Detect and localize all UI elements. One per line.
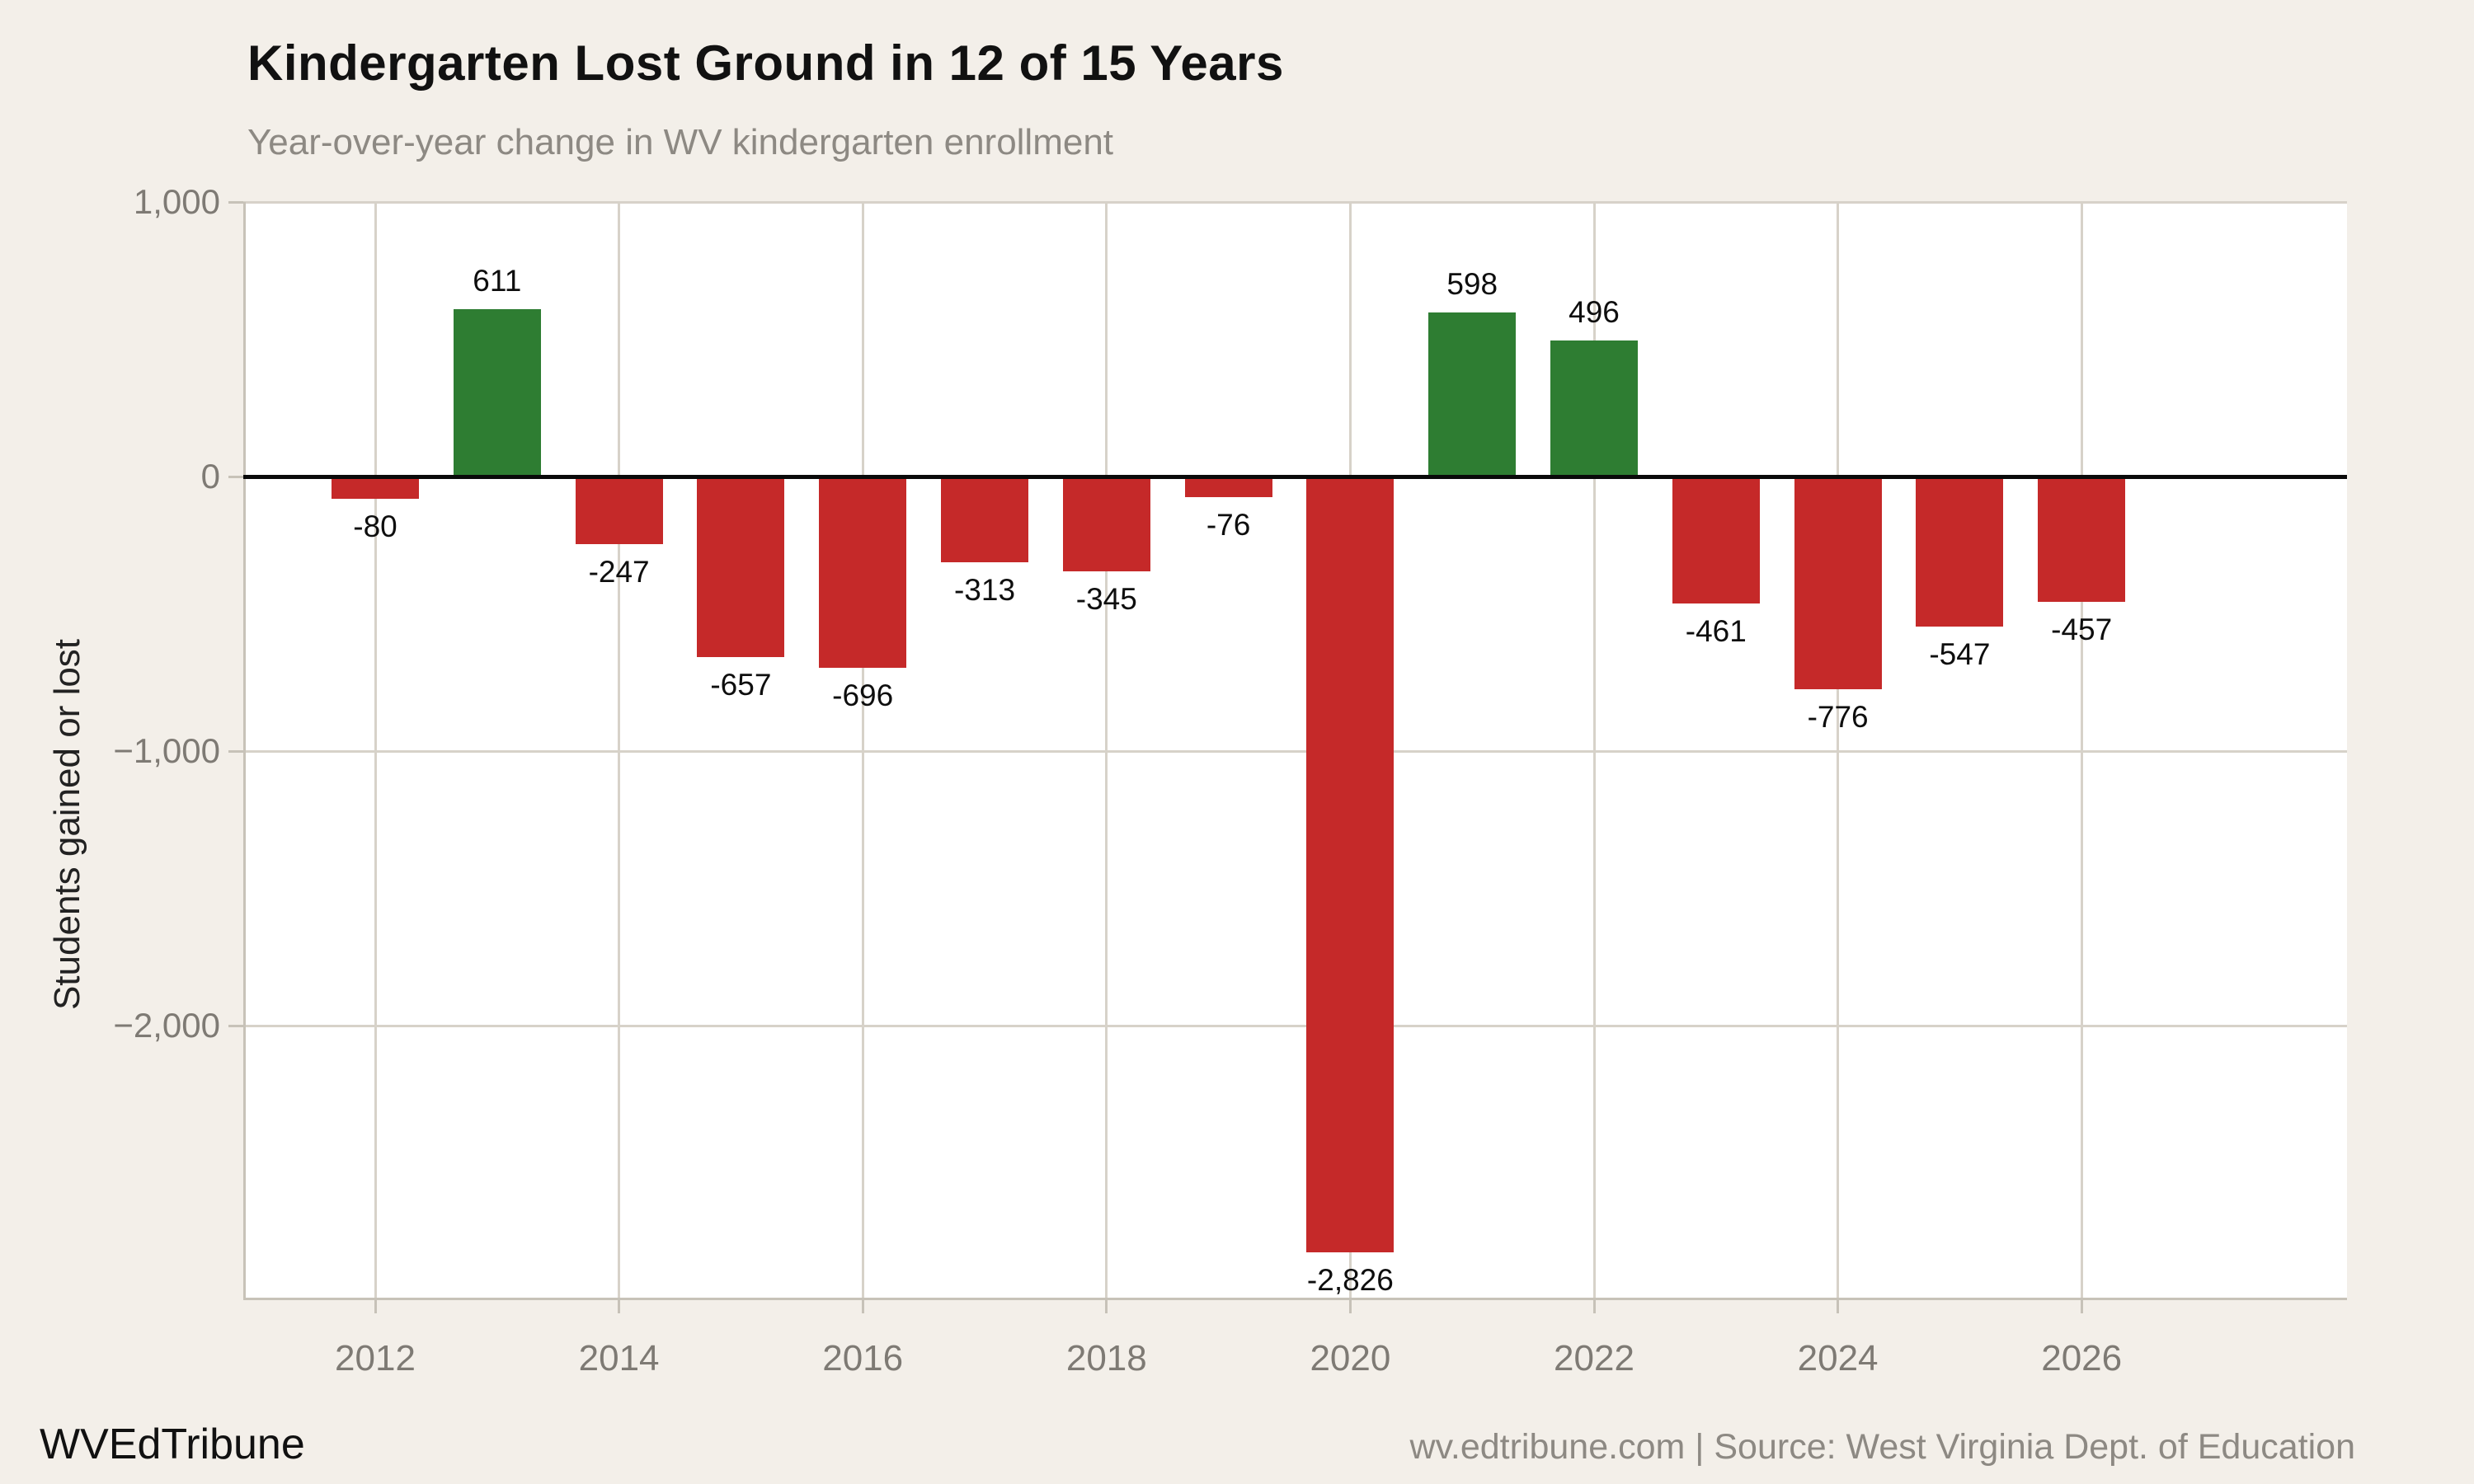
x-tick-label-2020: 2020 xyxy=(1310,1338,1391,1378)
x-gridline-2024 xyxy=(1837,202,1840,1300)
x-axis-line xyxy=(243,1298,2347,1300)
bar-2017 xyxy=(941,477,1028,563)
x-tick-label-2026: 2026 xyxy=(2041,1338,2123,1378)
chart-subtitle: Year-over-year change in WV kindergarten… xyxy=(247,122,1114,162)
bar-2016 xyxy=(819,477,907,668)
brand-logo-text: WVEdTribune xyxy=(40,1421,305,1468)
x-tick-2016 xyxy=(861,1300,864,1313)
bar-label-2025: -547 xyxy=(1929,637,1991,672)
y-axis-title: Students gained or lost xyxy=(47,638,87,1011)
y-tick-label-0: 0 xyxy=(200,457,220,495)
bar-label-2021: 598 xyxy=(1446,266,1498,301)
x-tick-label-2016: 2016 xyxy=(822,1338,904,1378)
x-tick-label-2018: 2018 xyxy=(1065,1338,1147,1378)
bar-label-2026: -457 xyxy=(2051,613,2113,647)
y-axis-line xyxy=(243,202,246,1300)
plot-area: -80 611 -247 -657 -696 -313 -345 -76 -2,826 598 49… xyxy=(243,200,2347,1300)
x-tick-label-2024: 2024 xyxy=(1797,1338,1879,1378)
x-tick-2014 xyxy=(618,1300,621,1313)
x-gridline-2016 xyxy=(861,202,864,1300)
x-tick-2024 xyxy=(1837,1300,1840,1313)
bar-label-2024: -776 xyxy=(1807,700,1869,735)
y-tick-label--1000: −1,000 xyxy=(113,731,220,770)
bar-label-2020: -2,826 xyxy=(1306,1263,1394,1298)
bar-label-2016: -696 xyxy=(832,678,894,712)
bar-2012 xyxy=(332,477,419,499)
y-tick--2000 xyxy=(228,1024,243,1027)
x-gridline-2022 xyxy=(1592,202,1596,1300)
bar-2015 xyxy=(697,477,785,657)
y-tick-label-1000: 1,000 xyxy=(133,182,220,221)
x-tick-2020 xyxy=(1348,1300,1352,1313)
x-tick-label-2012: 2012 xyxy=(335,1338,416,1378)
y-gridline-1000 xyxy=(243,200,2347,204)
y-tick-label--2000: −2,000 xyxy=(113,1006,220,1045)
y-tick-1000 xyxy=(228,200,243,204)
x-gridline-2012 xyxy=(374,202,377,1300)
x-tick-2026 xyxy=(2080,1300,2083,1313)
y-tick-0 xyxy=(228,475,243,478)
y-gridline--2000 xyxy=(243,1024,2347,1027)
bar-label-2023: -461 xyxy=(1685,613,1747,648)
bar-label-2017: -313 xyxy=(953,573,1016,608)
bar-label-2012: -80 xyxy=(353,509,397,543)
x-gridline-2014 xyxy=(618,202,621,1300)
bar-label-2015: -657 xyxy=(710,667,772,702)
x-tick-2022 xyxy=(1592,1300,1596,1313)
bar-label-2013: 611 xyxy=(473,263,522,298)
bar-2025 xyxy=(1916,477,2004,627)
x-tick-label-2022: 2022 xyxy=(1554,1338,1634,1378)
bar-2020 xyxy=(1306,477,1395,1253)
zero-baseline xyxy=(243,474,2347,479)
y-gridline--1000 xyxy=(243,749,2347,753)
x-gridline-2018 xyxy=(1105,202,1108,1300)
x-tick-2012 xyxy=(374,1300,377,1313)
bar-2018 xyxy=(1062,477,1150,571)
bar-2014 xyxy=(575,477,663,545)
bar-2023 xyxy=(1672,477,1760,603)
x-tick-label-2014: 2014 xyxy=(578,1338,660,1378)
bar-label-2019: -76 xyxy=(1206,508,1251,542)
bar-2024 xyxy=(1794,477,1882,690)
chart-title: Kindergarten Lost Ground in 12 of 15 Yea… xyxy=(247,35,1284,91)
bar-2019 xyxy=(1184,477,1272,498)
bar-2013 xyxy=(453,308,541,477)
bar-label-2014: -247 xyxy=(588,555,650,589)
source-credit: wv.edtribune.com | Source: West Virginia… xyxy=(1409,1427,2355,1467)
bar-label-2018: -345 xyxy=(1075,581,1137,616)
x-gridline-2026 xyxy=(2080,202,2083,1300)
bar-label-2022: 496 xyxy=(1569,294,1620,329)
bar-2021 xyxy=(1428,312,1517,477)
y-tick--1000 xyxy=(228,749,243,753)
bar-2026 xyxy=(2038,477,2126,603)
bar-2022 xyxy=(1550,340,1638,477)
x-tick-2018 xyxy=(1105,1300,1108,1313)
